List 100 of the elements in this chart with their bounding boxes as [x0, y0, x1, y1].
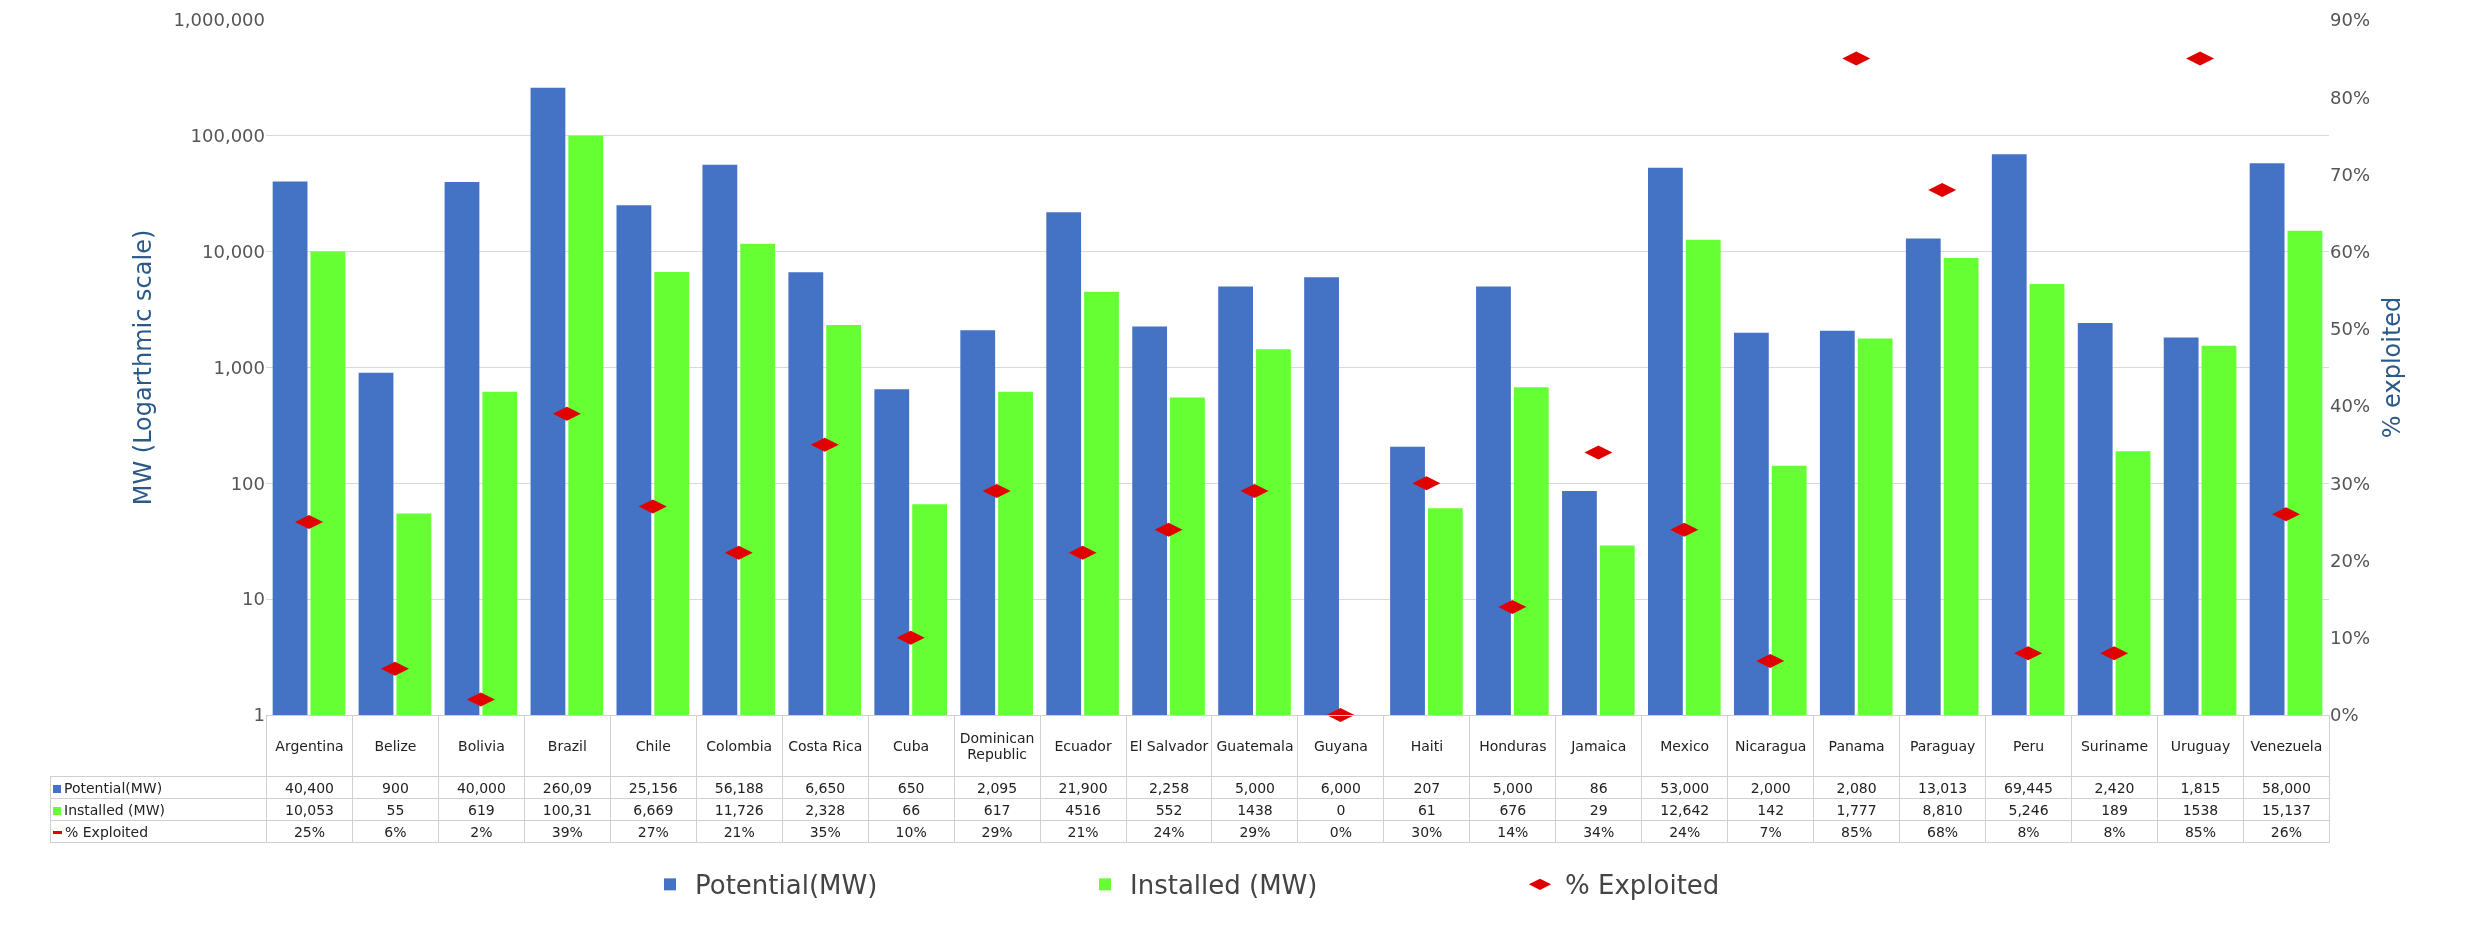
data-label: 21%	[696, 820, 783, 843]
data-label: 8,810	[1899, 798, 1986, 821]
data-label: 1438	[1211, 798, 1298, 821]
data-label: 21,900	[1040, 776, 1127, 799]
data-label: 1,777	[1813, 798, 1900, 821]
x-tick-label: Suriname	[2071, 715, 2158, 777]
x-tick-label: Colombia	[696, 715, 783, 777]
data-label: 30%	[1383, 820, 1470, 843]
y2-tick-label: 10%	[2330, 627, 2371, 649]
data-label: 12,642	[1641, 798, 1728, 821]
data-label: 676	[1469, 798, 1556, 821]
y2-tick-label: 20%	[2330, 549, 2371, 571]
y-tick-label: 1	[253, 704, 265, 726]
data-label: 61	[1383, 798, 1470, 821]
data-label: 56,188	[696, 776, 783, 799]
y-tick-label: 1,000	[213, 356, 265, 378]
y2-tick-label: 40%	[2330, 395, 2371, 417]
data-label: 6,669	[610, 798, 697, 821]
data-label: 29%	[954, 820, 1041, 843]
data-label: 15,137	[2243, 798, 2330, 821]
x-tick-label: Belize	[352, 715, 439, 777]
data-label: 1,815	[2157, 776, 2244, 799]
legend-label: Potential(MW)	[695, 870, 878, 901]
data-label: 5,000	[1211, 776, 1298, 799]
data-label: 142	[1727, 798, 1814, 821]
data-label: 35%	[782, 820, 869, 843]
y2-tick-label: 90%	[2330, 9, 2371, 31]
data-label: 68%	[1899, 820, 1986, 843]
x-tick-label: Haiti	[1383, 715, 1470, 777]
text: 100,31	[524, 798, 611, 821]
data-label: 85%	[2157, 820, 2244, 843]
y2-tick-label: 70%	[2330, 163, 2371, 185]
data-label: 2,000	[1727, 776, 1814, 799]
x-tick-label: Argentina	[266, 715, 353, 777]
data-label: 39%	[524, 820, 611, 843]
data-label: 24%	[1641, 820, 1728, 843]
data-label: 8%	[1985, 820, 2072, 843]
data-label: 650	[868, 776, 955, 799]
text: % Exploited	[65, 823, 149, 840]
text: Potential(MW)	[64, 779, 163, 796]
data-label: 14%	[1469, 820, 1556, 843]
x-tick-label: Dominican Republic	[954, 715, 1041, 777]
data-label: 552	[1126, 798, 1212, 821]
x-tick-label: Guyana	[1297, 715, 1384, 777]
y2-tick-label: 30%	[2330, 472, 2371, 494]
data-label: 11,726	[696, 798, 783, 821]
x-tick-label: El Salvador	[1126, 715, 1212, 777]
data-label: 85%	[1813, 820, 1900, 843]
x-tick-label: Ecuador	[1040, 715, 1127, 777]
x-tick-label: Panama	[1813, 715, 1900, 777]
x-tick-label: Jamaica	[1555, 715, 1642, 777]
data-label: 0%	[1297, 820, 1384, 843]
data-label: 5,246	[1985, 798, 2072, 821]
text: 0	[1336, 801, 1346, 818]
y2-tick-label: 60%	[2330, 240, 2371, 262]
x-tick-label: Honduras	[1469, 715, 1556, 777]
x-tick-label: Bolivia	[438, 715, 525, 777]
data-label: 34%	[1555, 820, 1642, 843]
data-label: 26%	[2243, 820, 2330, 843]
data-label: 86	[1555, 776, 1642, 799]
data-label: 900	[352, 776, 439, 799]
data-label: 2,080	[1813, 776, 1900, 799]
data-label: 29	[1555, 798, 1642, 821]
y-axis-title: MW (Logarthmic scale)	[129, 229, 158, 506]
data-label: 40,000	[438, 776, 525, 799]
y2-axis-title: % exploited	[2378, 296, 2407, 439]
data-label: 6,000	[1297, 776, 1384, 799]
data-label: 53,000	[1641, 776, 1728, 799]
data-label: 619	[438, 798, 525, 821]
x-tick-label: Costa Rica	[782, 715, 869, 777]
data-label: 40,400	[266, 776, 353, 799]
x-tick-label: Peru	[1985, 715, 2072, 777]
legend-label: Installed (MW)	[1130, 870, 1318, 901]
data-label: 25%	[266, 820, 353, 843]
data-label: 66	[868, 798, 955, 821]
data-label: 24%	[1126, 820, 1212, 843]
data-label: 2,258	[1126, 776, 1212, 799]
data-label: 58,000	[2243, 776, 2330, 799]
data-label: 5,000	[1469, 776, 1556, 799]
data-label: 2%	[438, 820, 525, 843]
legend-label: % Exploited	[1565, 870, 1720, 901]
data-label: 10,053	[266, 798, 353, 821]
x-tick-label: Cuba	[868, 715, 955, 777]
data-label: 55	[352, 798, 439, 821]
y2-tick-label: 0%	[2330, 704, 2359, 726]
data-label: 7%	[1727, 820, 1814, 843]
x-tick-label: Paraguay	[1899, 715, 1986, 777]
data-label: 29%	[1211, 820, 1298, 843]
x-tick-label: Venezuela	[2243, 715, 2330, 777]
text: Installed (MW)	[64, 801, 165, 818]
data-label: 8%	[2071, 820, 2158, 843]
y-tick-label: 10,000	[202, 240, 265, 262]
x-tick-label: Uruguay	[2157, 715, 2244, 777]
x-tick-label: Guatemala	[1211, 715, 1298, 777]
data-label: 1538	[2157, 798, 2244, 821]
y-tick-label: 1,000,000	[173, 9, 265, 31]
x-tick-label: Brazil	[524, 715, 611, 777]
data-label: 207	[1383, 776, 1470, 799]
data-label: 25,156	[610, 776, 697, 799]
y2-tick-label: 80%	[2330, 86, 2371, 108]
